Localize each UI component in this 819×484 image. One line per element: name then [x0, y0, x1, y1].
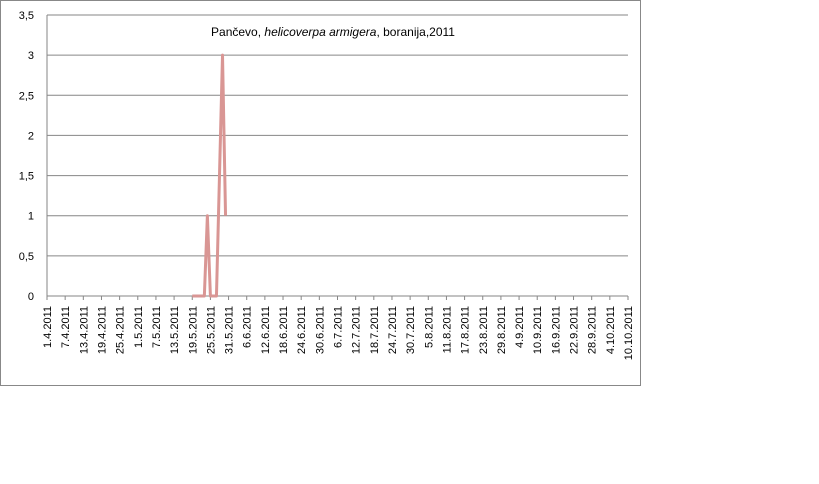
x-tick-label: 18.6.2011 — [278, 306, 290, 354]
y-tick-label: 3,5 — [19, 10, 34, 22]
y-tick-label: 1 — [28, 211, 34, 223]
x-tick-label: 24.6.2011 — [296, 306, 308, 354]
x-tick-label: 19.4.2011 — [96, 306, 108, 354]
x-tick-label: 10.9.2011 — [532, 306, 544, 354]
x-tick-label: 1.5.2011 — [133, 306, 145, 348]
x-tick-label: 10.10.2011 — [623, 306, 635, 360]
x-tick-label: 13.5.2011 — [169, 306, 181, 354]
y-tick-label: 0 — [28, 291, 34, 303]
x-tick-label: 16.9.2011 — [550, 306, 562, 354]
title-part: Pančevo, — [211, 25, 264, 39]
chart-border — [0, 0, 641, 386]
x-tick-label: 11.8.2011 — [441, 306, 453, 353]
x-tick-label: 28.9.2011 — [587, 306, 599, 354]
x-tick-label: 30.6.2011 — [314, 306, 326, 354]
x-tick-label: 25.4.2011 — [115, 306, 127, 354]
x-tick-label: 30.7.2011 — [405, 306, 417, 354]
x-tick-label: 18.7.2011 — [369, 306, 381, 354]
line — [192, 53, 228, 298]
x-tick-label: 6.7.2011 — [333, 306, 345, 348]
x-tick-label: 12.7.2011 — [351, 306, 363, 354]
x-tick-label: 22.9.2011 — [569, 306, 581, 354]
x-tick-label: 29.8.2011 — [496, 306, 508, 354]
x-tick-label: 23.8.2011 — [478, 306, 490, 354]
x-tick-label: 7.5.2011 — [151, 306, 163, 348]
chart-title: Pančevo, helicoverpa armigera, boranija,… — [211, 25, 455, 39]
y-tick-label: 3 — [28, 50, 34, 62]
y-tick-label: 2 — [28, 130, 34, 142]
x-tick-label: 17.8.2011 — [460, 306, 472, 354]
title-part: helicoverpa armigera — [264, 25, 376, 39]
x-tick-label: 1.4.2011 — [42, 306, 54, 348]
x-tick-label: 7.4.2011 — [60, 306, 72, 348]
x-tick-label: 19.5.2011 — [187, 306, 199, 354]
x-tick-label: 4.9.2011 — [514, 306, 526, 348]
x-tick-label: 31.5.2011 — [224, 306, 236, 354]
title-part: , boranija,2011 — [376, 25, 455, 39]
y-tick-label: 2,5 — [19, 90, 34, 102]
x-tick-label: 24.7.2011 — [387, 306, 399, 354]
x-tick-label: 13.4.2011 — [78, 306, 90, 354]
y-tick-label: 0,5 — [19, 251, 34, 263]
x-tick-label: 4.10.2011 — [605, 306, 617, 354]
x-tick-label: 25.5.2011 — [205, 306, 217, 354]
y-tick-label: 1,5 — [19, 171, 34, 183]
x-tick-label: 12.6.2011 — [260, 306, 272, 354]
x-tick-label: 6.6.2011 — [242, 306, 254, 348]
x-tick-label: 5.8.2011 — [423, 306, 435, 348]
